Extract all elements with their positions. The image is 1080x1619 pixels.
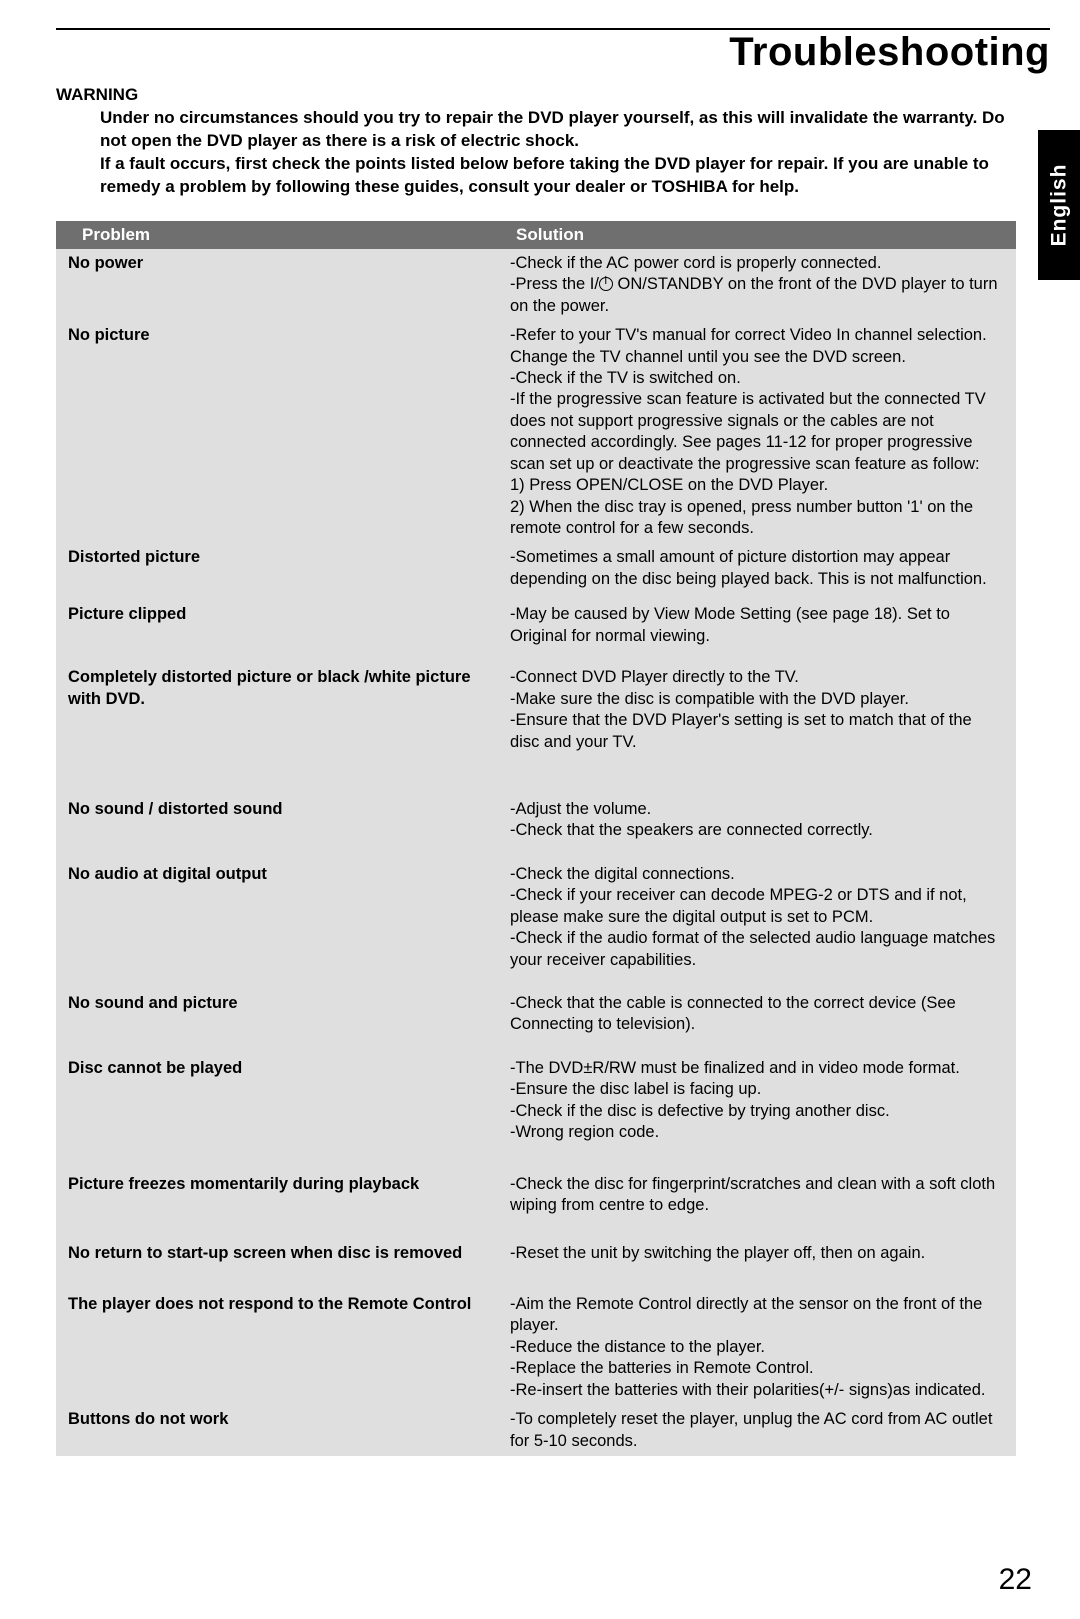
table-header-solution: Solution	[506, 221, 1016, 249]
solution-cell: -May be caused by View Mode Setting (see…	[506, 600, 1016, 651]
page: Troubleshooting WARNING Under no circums…	[0, 0, 1080, 1619]
table-row: Picture freezes momentarily during playb…	[56, 1170, 1016, 1221]
solution-cell: -Check the digital connections.-Check if…	[506, 860, 1016, 975]
solution-cell: -The DVD±R/RW must be finalized and in v…	[506, 1054, 1016, 1148]
row-gap	[56, 975, 1016, 989]
problem-cell: No sound / distorted sound	[56, 795, 506, 824]
warning-text: Under no circumstances should you try to…	[100, 107, 1010, 199]
solution-cell: -Adjust the volume.-Check that the speak…	[506, 795, 1016, 846]
warning-label: WARNING	[56, 85, 1010, 105]
table-header-problem: Problem	[56, 221, 506, 249]
table-row: Buttons do not work-To completely reset …	[56, 1405, 1016, 1456]
power-icon	[599, 277, 613, 291]
problem-cell: The player does not respond to the Remot…	[56, 1290, 506, 1319]
table-row: No return to start-up screen when disc i…	[56, 1239, 1016, 1268]
row-gap	[56, 1040, 1016, 1054]
solution-cell: -Aim the Remote Control directly at the …	[506, 1290, 1016, 1405]
problem-cell: No return to start-up screen when disc i…	[56, 1239, 506, 1268]
table-row: Distorted picture-Sometimes a small amou…	[56, 543, 1016, 594]
problem-cell: Completely distorted picture or black /w…	[56, 663, 506, 714]
table-row: No power-Check if the AC power cord is p…	[56, 249, 1016, 321]
row-gap	[56, 1268, 1016, 1290]
problem-cell: No power	[56, 249, 506, 278]
page-title: Troubleshooting	[56, 30, 1050, 75]
solution-cell: -Check the disc for fingerprint/scratche…	[506, 1170, 1016, 1221]
page-number: 22	[999, 1563, 1032, 1597]
problem-cell: Picture clipped	[56, 600, 506, 629]
row-gap	[56, 1221, 1016, 1239]
table-row: Picture clipped-May be caused by View Mo…	[56, 600, 1016, 651]
table-body: No power-Check if the AC power cord is p…	[56, 249, 1016, 1456]
solution-cell: -Check that the cable is connected to th…	[506, 989, 1016, 1040]
solution-cell: -Refer to your TV's manual for correct V…	[506, 321, 1016, 543]
table-header: Problem Solution	[56, 221, 1016, 249]
table-row: No audio at digital output-Check the dig…	[56, 860, 1016, 975]
problem-cell: No audio at digital output	[56, 860, 506, 889]
table-row: Completely distorted picture or black /w…	[56, 663, 1016, 757]
problem-cell: Buttons do not work	[56, 1405, 506, 1434]
row-gap	[56, 651, 1016, 663]
language-tab: English	[1038, 130, 1080, 280]
solution-cell: -Connect DVD Player directly to the TV.-…	[506, 663, 1016, 757]
solution-cell: -Check if the AC power cord is properly …	[506, 249, 1016, 321]
problem-cell: Picture freezes momentarily during playb…	[56, 1170, 506, 1199]
table-row: No sound / distorted sound-Adjust the vo…	[56, 795, 1016, 846]
solution-cell: -Sometimes a small amount of picture dis…	[506, 543, 1016, 594]
table-row: No picture-Refer to your TV's manual for…	[56, 321, 1016, 543]
table-row: Disc cannot be played-The DVD±R/RW must …	[56, 1054, 1016, 1148]
warning-block: WARNING Under no circumstances should yo…	[56, 85, 1050, 199]
row-gap	[56, 1148, 1016, 1170]
table-row: No sound and picture-Check that the cabl…	[56, 989, 1016, 1040]
troubleshooting-table: Problem Solution No power-Check if the A…	[56, 221, 1016, 1456]
row-gap	[56, 757, 1016, 795]
table-row: The player does not respond to the Remot…	[56, 1290, 1016, 1405]
problem-cell: Distorted picture	[56, 543, 506, 572]
solution-cell: -Reset the unit by switching the player …	[506, 1239, 1016, 1268]
problem-cell: No picture	[56, 321, 506, 350]
language-tab-label: English	[1047, 164, 1071, 247]
problem-cell: Disc cannot be played	[56, 1054, 506, 1083]
problem-cell: No sound and picture	[56, 989, 506, 1018]
solution-cell: -To completely reset the player, unplug …	[506, 1405, 1016, 1456]
row-gap	[56, 846, 1016, 860]
